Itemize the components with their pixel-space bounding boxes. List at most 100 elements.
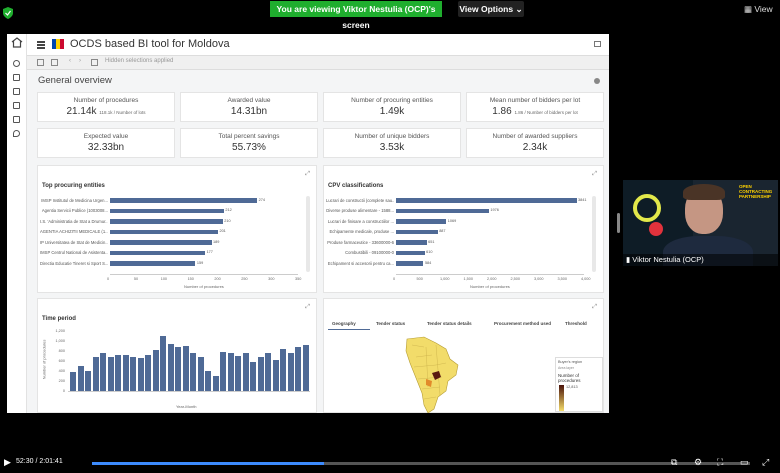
home-icon[interactable] (11, 37, 23, 48)
tab-tender-status[interactable]: Tender status (376, 321, 406, 326)
panel-resize-handle[interactable] (617, 213, 620, 233)
tab-geography[interactable]: Geography (332, 321, 356, 326)
column-bar[interactable] (145, 355, 151, 391)
forward-icon[interactable]: › (79, 58, 81, 64)
expand-icon[interactable]: ⤢ (305, 171, 310, 177)
column-bar[interactable] (250, 362, 256, 391)
bar[interactable] (396, 250, 425, 255)
settings-icon[interactable]: ⚙ (694, 457, 703, 467)
column-bar[interactable] (227, 352, 234, 391)
kpi-awarded-value[interactable]: Awarded value 14.31bn (180, 92, 318, 122)
column-bar[interactable] (122, 355, 129, 391)
expand-player-icon[interactable]: ⤢ (762, 457, 770, 467)
column-bar[interactable] (287, 353, 294, 391)
kpi-mean-bidders[interactable]: Mean number of bidders per lot 1.86 1.86… (466, 92, 604, 122)
column-bar[interactable] (160, 336, 166, 391)
tab-threshold[interactable]: Threshold (565, 321, 587, 326)
column-bar[interactable] (242, 353, 249, 391)
column-bar[interactable] (85, 371, 91, 391)
bar[interactable] (396, 261, 424, 266)
column-bar[interactable] (92, 357, 99, 391)
column-bar[interactable] (295, 347, 301, 391)
column-bar[interactable] (280, 349, 286, 391)
column-bar[interactable] (235, 356, 241, 391)
kpi-unique-bidders[interactable]: Number of unique bidders 3.53k (323, 128, 461, 158)
fullscreen-icon[interactable] (594, 41, 601, 47)
column-bar[interactable] (220, 352, 226, 391)
bar[interactable] (110, 261, 196, 266)
cpv-classifications-panel[interactable]: ⤢ CPV classifications Lucrari de constru… (323, 165, 604, 293)
moldova-map[interactable] (402, 335, 462, 413)
document-icon[interactable] (13, 88, 20, 95)
bar-label: Diverse produse alimentare - 1588... (326, 208, 394, 213)
back-icon[interactable]: ‹ (69, 58, 71, 64)
column-bar[interactable] (70, 372, 76, 391)
kpi-number-of-procedures[interactable]: Number of procedures 21.14k 118.1k / Num… (37, 92, 175, 122)
kpi-expected-value[interactable]: Expected value 32.33bn (37, 128, 175, 158)
column-bar[interactable] (257, 357, 264, 391)
time-period-panel[interactable]: ⤢ Time period 0 200 400 600 800 1,000 1,200 Num… (37, 298, 317, 413)
bar[interactable] (396, 229, 438, 234)
tab-procurement-method[interactable]: Procurement method used (494, 321, 552, 326)
fullscreen-icon[interactable]: ⛶ (717, 457, 724, 467)
y-tick-label: 200 (58, 379, 65, 383)
bar[interactable] (396, 198, 577, 203)
bar[interactable] (110, 250, 206, 255)
top-procuring-entities-panel[interactable]: ⤢ Top procuring entities IMSP Institutul… (37, 165, 317, 293)
expand-icon[interactable]: ⤢ (305, 304, 310, 310)
play-icon[interactable]: ▶ (4, 457, 11, 467)
column-bar[interactable] (205, 371, 211, 391)
presenter-name-bar: ▮ Viktor Nestulia (OCP) (623, 254, 778, 266)
expand-icon[interactable]: ⤢ (592, 171, 597, 177)
bar[interactable] (396, 240, 427, 245)
chisinau-region[interactable] (432, 371, 441, 380)
info-icon[interactable] (594, 78, 600, 84)
bar[interactable] (110, 229, 218, 234)
chart-icon[interactable] (13, 116, 20, 123)
kpi-percent-savings[interactable]: Total percent savings 55.73% (180, 128, 318, 158)
geography-map-panel[interactable]: ⤢ Geography Tender status Tender status … (323, 298, 604, 413)
menu-icon[interactable] (37, 41, 45, 43)
scrollbar[interactable] (592, 196, 596, 272)
bar[interactable] (110, 208, 224, 213)
location-icon[interactable] (13, 130, 20, 137)
column-bar[interactable] (137, 358, 144, 391)
column-bar[interactable] (77, 366, 84, 391)
column-bar[interactable] (182, 346, 189, 391)
column-bar[interactable] (115, 355, 121, 391)
kpi-awarded-suppliers[interactable]: Number of awarded suppliers 2.34k (466, 128, 604, 158)
select-icon[interactable] (37, 59, 44, 66)
tab-tender-status-details[interactable]: Tender status details (427, 321, 472, 326)
subtitles-icon[interactable]: ⧉ (671, 457, 678, 467)
kpi-procuring-entities[interactable]: Number of procuring entities 1.49k (323, 92, 461, 122)
column-bar[interactable] (197, 357, 204, 391)
bar[interactable] (110, 219, 223, 224)
column-bar[interactable] (272, 360, 279, 391)
bar[interactable] (110, 198, 258, 203)
column-bar[interactable] (302, 345, 309, 391)
list-icon[interactable] (13, 102, 20, 109)
bar[interactable] (396, 208, 489, 213)
lasso-icon[interactable] (51, 59, 58, 66)
table-icon[interactable] (13, 74, 20, 81)
bar[interactable] (110, 240, 212, 245)
column-bar[interactable] (265, 353, 271, 391)
clear-selection-icon[interactable] (91, 59, 98, 66)
dashboard-icon[interactable] (13, 60, 20, 67)
view-options-button[interactable]: View Options ⌄ (458, 1, 524, 17)
column-bar[interactable] (100, 353, 106, 391)
column-bar[interactable] (167, 343, 174, 391)
column-bar[interactable] (190, 353, 196, 391)
progress-bar[interactable] (92, 462, 750, 465)
column-bar[interactable] (107, 356, 114, 391)
presenter-video[interactable]: OPEN CONTRACTING PARTNERSHIP ▮ Viktor Nest… (623, 180, 778, 266)
column-bar[interactable] (130, 356, 136, 391)
view-button[interactable]: ▦ View (744, 4, 773, 15)
column-bar[interactable] (175, 347, 181, 391)
expand-icon[interactable]: ⤢ (592, 304, 597, 310)
bar[interactable] (396, 219, 447, 224)
pip-icon[interactable]: ▭ (740, 457, 749, 467)
scrollbar[interactable] (306, 196, 310, 272)
column-bar[interactable] (212, 376, 219, 391)
column-bar[interactable] (152, 350, 159, 391)
